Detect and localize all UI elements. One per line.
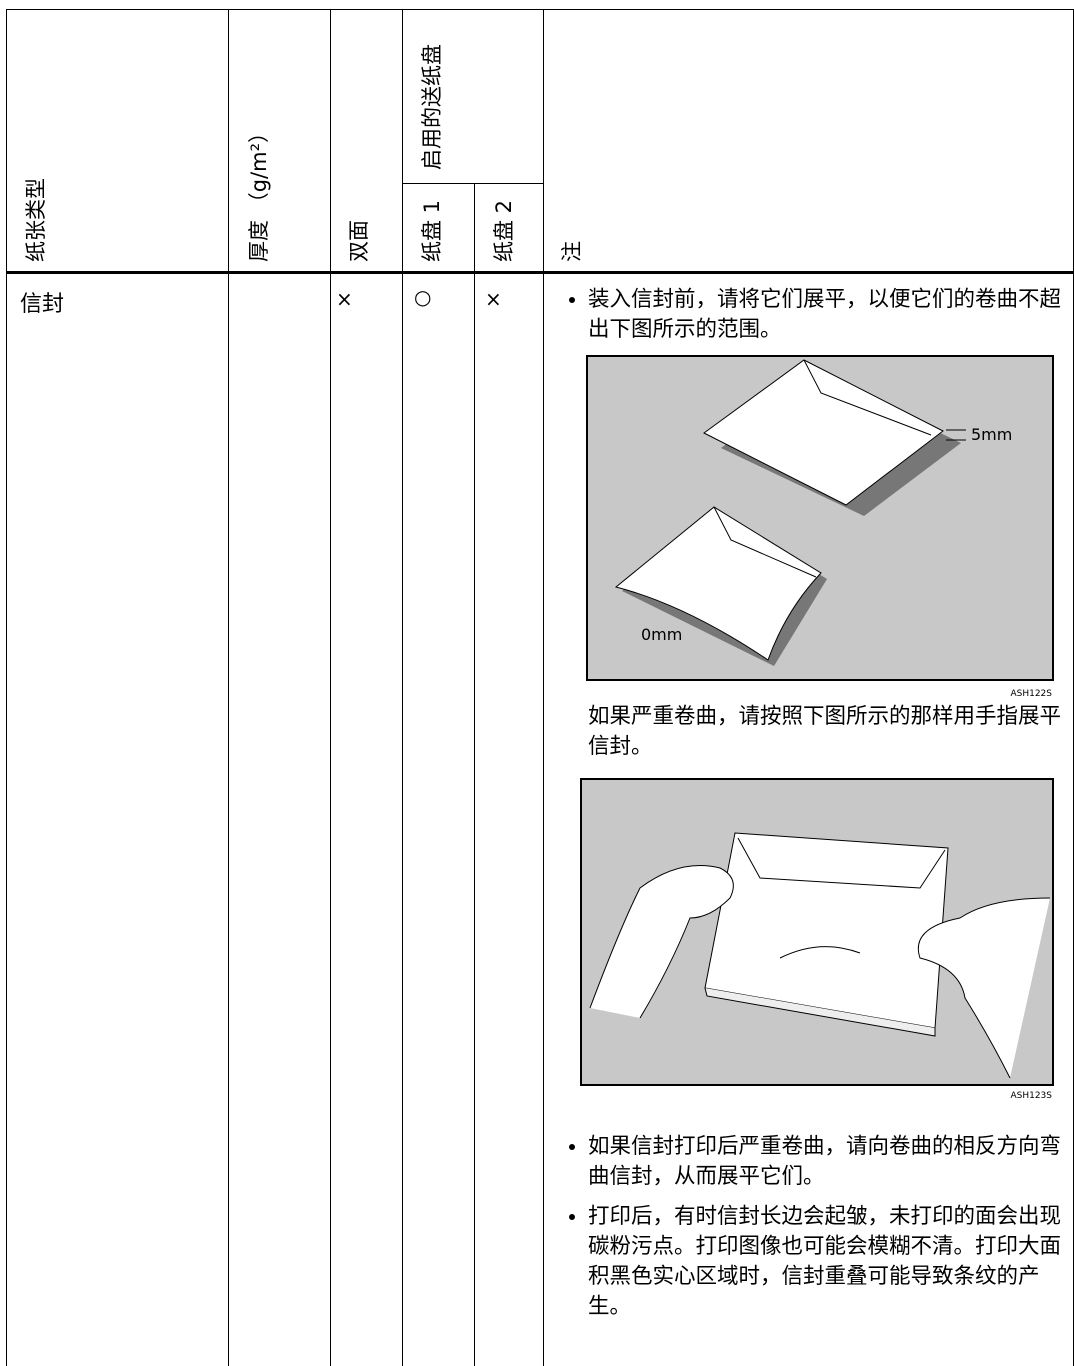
- figure-code: ASH123S: [1010, 1091, 1052, 1101]
- envelope-stack: [704, 987, 936, 1037]
- figure-label: 0mm: [641, 625, 682, 644]
- header-cell: 注: [560, 241, 584, 262]
- header-cell: 启用的送纸盘: [420, 44, 444, 170]
- figure: 5mm 0mm ASH122S: [586, 355, 1054, 699]
- envelope: [614, 506, 822, 661]
- figure: ASH123S: [580, 778, 1054, 1101]
- bullet: 装入信封前，请将它们展平，以便它们的卷曲不超出下图所示的范围。: [588, 285, 1062, 345]
- rule: [402, 9, 403, 1366]
- flap: [713, 506, 817, 578]
- note-list: 如果信封打印后严重卷曲，请向卷曲的相反方向弯曲信封，从而展平它们。 打印后，有时…: [552, 1132, 1062, 1322]
- flap: [737, 837, 946, 889]
- bullet: 打印后，有时信封长边会起皱，未打印的面会出现碳粉污点。打印图像也可能会模糊不清。…: [588, 1202, 1062, 1322]
- header-cell: 纸张类型: [24, 178, 48, 262]
- hand: [589, 865, 734, 1019]
- rule: [330, 9, 331, 1366]
- bullet: 如果信封打印后严重卷曲，请向卷曲的相反方向弯曲信封，从而展平它们。: [588, 1132, 1062, 1192]
- notes: 装入信封前，请将它们展平，以便它们的卷曲不超出下图所示的范围。 5mm 0mm …: [552, 285, 1062, 1332]
- paper-type: 信封: [20, 292, 65, 317]
- header-cell: 纸盘 2: [492, 199, 516, 262]
- rule: [402, 183, 543, 184]
- duplex: ×: [336, 287, 353, 311]
- envelope: [703, 359, 944, 506]
- hand: [918, 897, 1051, 1079]
- rule: [6, 271, 1074, 274]
- figure-code: ASH122S: [1010, 689, 1052, 699]
- rule: [474, 183, 475, 1366]
- tray2: ×: [485, 287, 502, 311]
- rule: [543, 9, 544, 1366]
- paragraph: 如果严重卷曲，请按照下图所示的那样用手指展平信封。: [588, 704, 1062, 759]
- tray1: ○: [414, 285, 432, 309]
- rule: [228, 9, 229, 1366]
- note-list: 装入信封前，请将它们展平，以便它们的卷曲不超出下图所示的范围。: [552, 285, 1062, 345]
- header-cell: 双面: [347, 220, 371, 262]
- flap: [803, 359, 932, 436]
- crease: [779, 946, 861, 959]
- header-cell: 厚度 （g/m²）: [247, 122, 271, 262]
- header-cell: 纸盘 1: [420, 199, 444, 262]
- rule: [6, 9, 7, 1366]
- figure-label: 5mm: [971, 425, 1012, 444]
- rule: [6, 9, 1074, 10]
